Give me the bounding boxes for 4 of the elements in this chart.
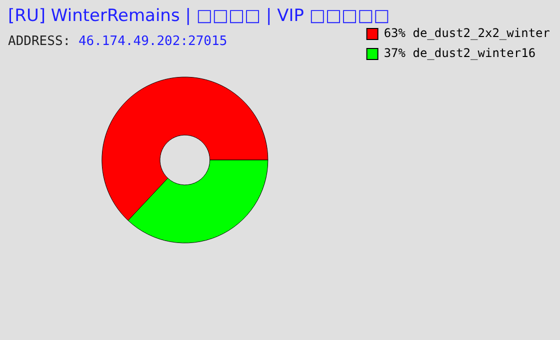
- legend-label: 37% de_dust2_winter16: [384, 46, 536, 60]
- text: ADDRESS: 46.174.49.202:27015: [8, 34, 228, 49]
- chart-title: [RU] WinterRemains | □□□□ | VIP □□□□□: [8, 6, 390, 26]
- legend-label: 63% de_dust2_2x2_winter: [384, 26, 550, 40]
